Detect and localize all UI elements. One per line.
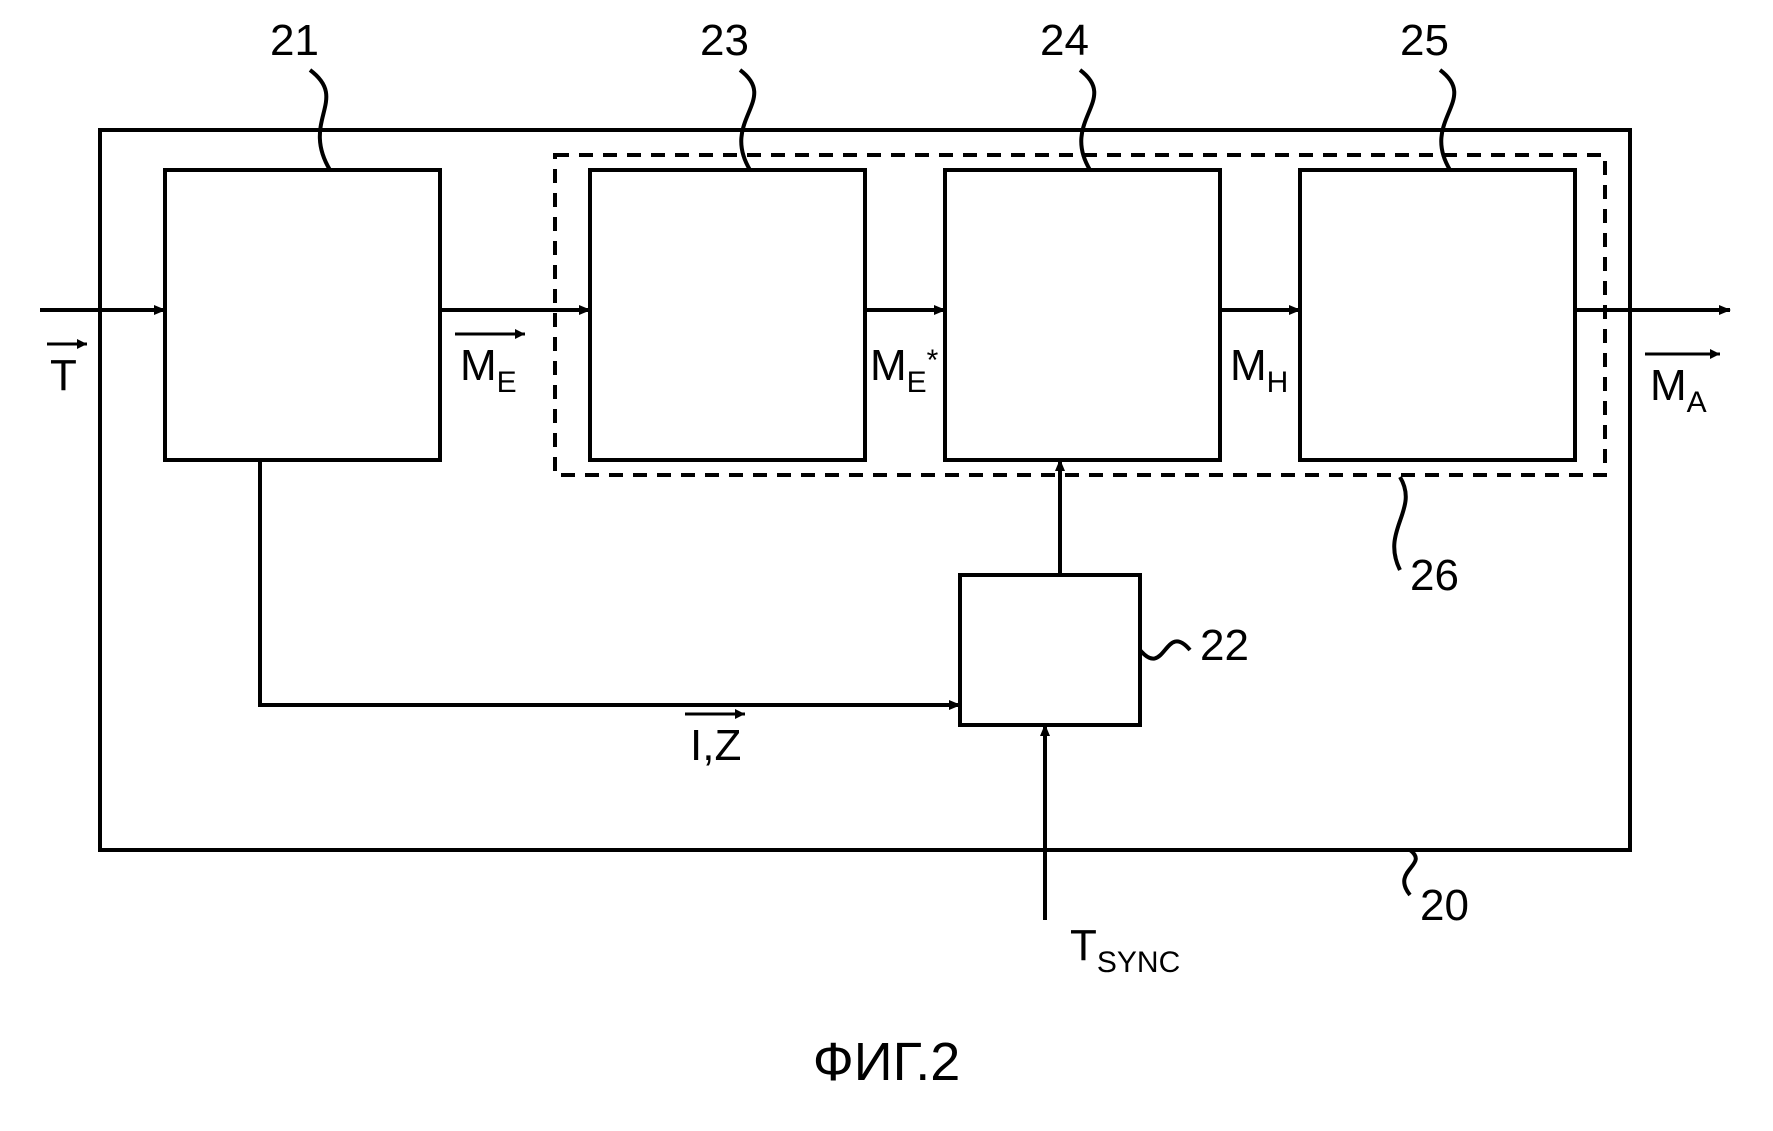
label-TSYNC: TSYNC xyxy=(1070,921,1180,979)
dashed-container xyxy=(555,155,1605,475)
block-21 xyxy=(165,170,440,460)
callout-number-21: 21 xyxy=(270,16,319,65)
diagram-root: 21 23 24 25 22 26 20 T ME ME* MH MA I,Z TSYNC ФИГ.2 xyxy=(0,0,1773,1131)
block-23 xyxy=(590,170,865,460)
vector-overbar-ME xyxy=(455,329,525,339)
label-IZ: I,Z xyxy=(690,721,741,770)
vector-overbar-MA xyxy=(1645,349,1720,359)
callout-number-23: 23 xyxy=(700,16,749,65)
label-T: T xyxy=(50,351,77,400)
label-MEstar: ME* xyxy=(870,341,939,399)
callout-leader-21 xyxy=(310,70,330,170)
label-MH: MH xyxy=(1230,341,1288,399)
block-25 xyxy=(1300,170,1575,460)
callout-number-25: 25 xyxy=(1400,16,1449,65)
label-ME: ME xyxy=(460,341,517,399)
callout-number-22: 22 xyxy=(1200,621,1249,670)
block-24 xyxy=(945,170,1220,460)
callout-leader-22 xyxy=(1140,641,1190,658)
block-22 xyxy=(960,575,1140,725)
callout-leader-20 xyxy=(1404,850,1416,895)
vector-overbar-IZ xyxy=(685,709,745,719)
callout-number-26: 26 xyxy=(1410,551,1459,600)
callout-leader-26 xyxy=(1394,477,1406,570)
callout-number-24: 24 xyxy=(1040,16,1089,65)
label-MA: MA xyxy=(1650,361,1707,419)
vector-overbar-T xyxy=(47,339,87,349)
callout-number-20: 20 xyxy=(1420,881,1469,930)
figure-caption: ФИГ.2 xyxy=(813,1032,961,1092)
arrow-IZ xyxy=(260,460,960,705)
labels-group: T ME ME* MH MA I,Z TSYNC xyxy=(47,329,1720,979)
